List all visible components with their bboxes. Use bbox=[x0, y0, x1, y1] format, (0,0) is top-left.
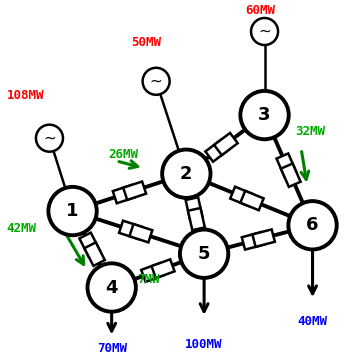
Text: 2: 2 bbox=[180, 165, 193, 183]
Text: 26MW: 26MW bbox=[108, 148, 138, 161]
Text: 4: 4 bbox=[105, 279, 118, 297]
Polygon shape bbox=[79, 233, 100, 256]
Circle shape bbox=[36, 125, 63, 152]
Polygon shape bbox=[119, 221, 142, 239]
Text: ~: ~ bbox=[150, 74, 163, 89]
Text: 1: 1 bbox=[66, 202, 79, 220]
Text: 70MW: 70MW bbox=[97, 342, 127, 355]
Text: 3: 3 bbox=[258, 106, 271, 124]
Polygon shape bbox=[141, 263, 164, 282]
Polygon shape bbox=[188, 208, 205, 230]
Polygon shape bbox=[205, 140, 229, 162]
Polygon shape bbox=[123, 181, 146, 200]
Polygon shape bbox=[130, 224, 152, 242]
Polygon shape bbox=[113, 185, 136, 203]
Polygon shape bbox=[240, 191, 264, 210]
Polygon shape bbox=[84, 242, 105, 266]
Circle shape bbox=[49, 187, 97, 235]
Polygon shape bbox=[151, 259, 174, 278]
Polygon shape bbox=[252, 229, 275, 247]
Circle shape bbox=[180, 230, 228, 278]
Text: 100MW: 100MW bbox=[185, 338, 223, 351]
Text: 5: 5 bbox=[198, 245, 210, 263]
Text: 60MW: 60MW bbox=[245, 4, 275, 17]
Text: 7MW: 7MW bbox=[138, 273, 160, 286]
Circle shape bbox=[88, 263, 136, 312]
Circle shape bbox=[143, 68, 170, 95]
Circle shape bbox=[251, 18, 278, 45]
Text: 40MW: 40MW bbox=[298, 315, 328, 328]
Polygon shape bbox=[186, 197, 202, 220]
Text: 108MW: 108MW bbox=[7, 89, 44, 102]
Circle shape bbox=[240, 91, 289, 139]
Polygon shape bbox=[281, 163, 300, 187]
Text: 42MW: 42MW bbox=[7, 222, 37, 235]
Text: 50MW: 50MW bbox=[131, 36, 161, 49]
Circle shape bbox=[162, 149, 211, 198]
Text: ~: ~ bbox=[258, 24, 271, 39]
Polygon shape bbox=[230, 187, 253, 206]
Text: 6: 6 bbox=[306, 216, 319, 234]
Text: 32MW: 32MW bbox=[295, 125, 325, 138]
Text: ~: ~ bbox=[43, 131, 56, 146]
Polygon shape bbox=[242, 232, 264, 249]
Polygon shape bbox=[277, 153, 296, 177]
Polygon shape bbox=[214, 133, 238, 155]
Circle shape bbox=[289, 201, 337, 249]
